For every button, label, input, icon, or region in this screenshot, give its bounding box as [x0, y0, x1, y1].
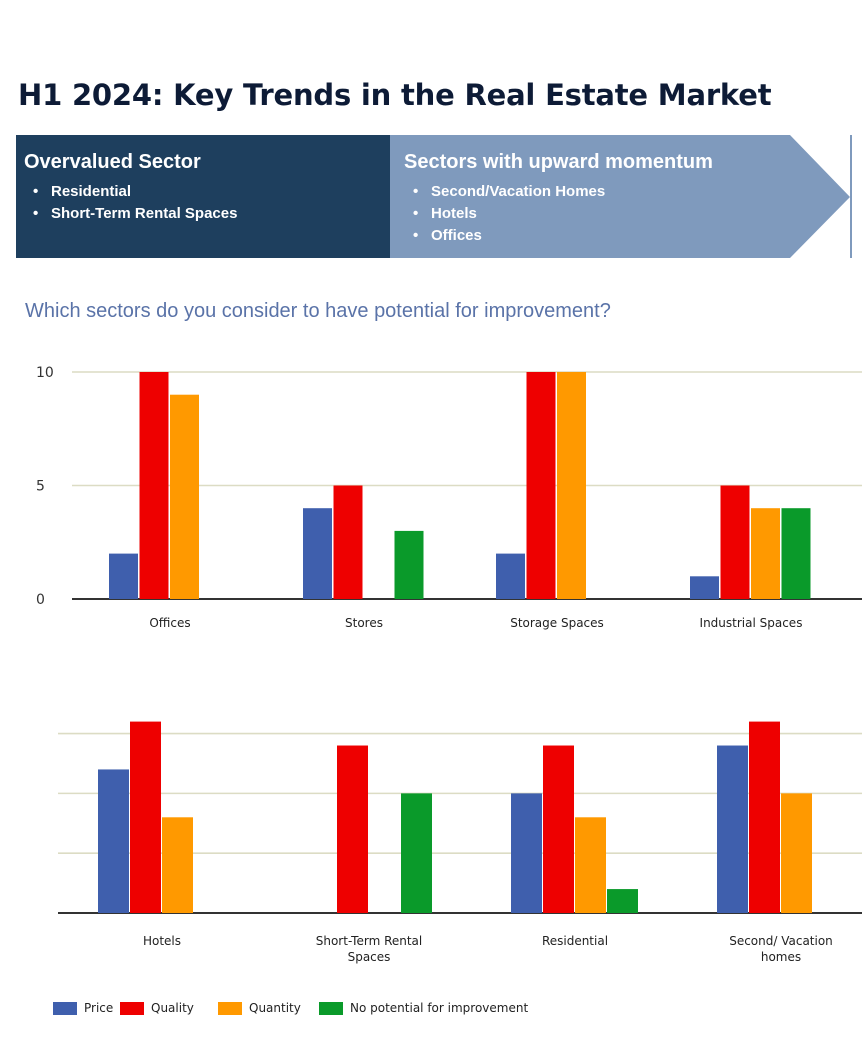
bar-price — [303, 508, 332, 599]
overvalued-title: Overvalued Sector — [24, 151, 201, 173]
overvalued-list: Residential Short-Term Rental Spaces — [24, 181, 384, 225]
overvalued-panel: Overvalued Sector Residential Short-Term… — [24, 151, 384, 225]
x-category-label: Storage Spaces — [510, 616, 604, 630]
overvalued-item: Short-Term Rental Spaces — [24, 203, 384, 225]
x-category-label: Stores — [345, 616, 383, 630]
upward-momentum-panel: Sectors with upward momentum Second/Vaca… — [404, 151, 784, 247]
bar-quality — [130, 721, 161, 913]
legend-item-price: Price — [53, 998, 113, 1018]
x-category-label: Short-Term Rental Spaces — [316, 934, 423, 964]
legend-label: Quality — [151, 1001, 194, 1015]
x-category-label-line: Second/ Vacation — [729, 934, 833, 948]
x-category-label-line: Spaces — [348, 950, 391, 964]
legend-item-no-potential: No potential for improvement — [319, 998, 528, 1018]
bar-quality — [139, 372, 169, 599]
bar-quantity — [170, 394, 199, 599]
bar-price — [717, 745, 748, 913]
bar-no-potential-for-improvement — [781, 508, 811, 599]
upward-momentum-item: Hotels — [404, 203, 784, 225]
legend-label: No potential for improvement — [350, 1001, 529, 1015]
bar-quality — [333, 485, 363, 599]
bar-quality — [337, 745, 368, 913]
x-category-label-line: Short-Term Rental — [316, 934, 423, 948]
bar-quantity — [751, 508, 780, 599]
bar-quantity — [162, 817, 193, 913]
overvalued-item: Residential — [24, 181, 384, 203]
bar-quality — [543, 745, 574, 913]
upward-momentum-title: Sectors with upward momentum — [404, 151, 713, 173]
upward-momentum-list: Second/Vacation Homes Hotels Offices — [404, 181, 784, 247]
bar-quality — [720, 485, 750, 599]
x-category-label: Hotels — [143, 934, 181, 948]
legend-swatch — [319, 1001, 343, 1015]
x-category-label-line: Industrial Spaces — [700, 616, 803, 630]
x-category-label: Residential — [542, 934, 608, 948]
x-category-label: Industrial Spaces — [700, 616, 803, 630]
trend-banner: Overvalued Sector Residential Short-Term… — [16, 135, 852, 258]
bar-price — [98, 769, 129, 913]
x-category-label-line: Storage Spaces — [510, 616, 604, 630]
bar-no-potential-for-improvement — [401, 793, 432, 913]
page-title: H1 2024: Key Trends in the Real Estate M… — [18, 78, 772, 112]
bar-quality — [749, 721, 780, 913]
banner-right-edge — [850, 135, 852, 258]
legend-label: Quantity — [249, 1001, 301, 1015]
x-category-label-line: homes — [761, 950, 801, 964]
legend-label: Price — [84, 1001, 114, 1015]
legend-item-quality: Quality — [120, 998, 194, 1018]
bar-no-potential-for-improvement — [607, 889, 638, 913]
y-tick-label: 0 — [36, 592, 45, 608]
legend-swatch — [218, 1001, 242, 1015]
legend-swatch — [120, 1001, 144, 1015]
x-category-label: Second/ Vacation homes — [729, 934, 833, 964]
x-category-label-line: Offices — [149, 616, 190, 630]
bar-no-potential-for-improvement — [394, 530, 424, 599]
x-category-label-line: Stores — [345, 616, 383, 630]
bar-price — [109, 553, 138, 599]
bar-quality — [526, 372, 556, 599]
bar-price — [511, 793, 542, 913]
bar-price — [496, 553, 525, 599]
x-category-label: Offices — [149, 616, 190, 630]
y-tick-label: 10 — [36, 365, 54, 381]
legend-swatch — [53, 1001, 77, 1015]
charts-area: 0 5 10 Offices Stores Storage Spaces Industria… — [36, 365, 862, 964]
legend-item-quantity: Quantity — [218, 998, 301, 1018]
bar-quantity — [575, 817, 606, 913]
x-category-label-line: Hotels — [143, 934, 181, 948]
y-tick-label: 5 — [36, 479, 45, 495]
x-category-label-line: Residential — [542, 934, 608, 948]
upward-momentum-item: Offices — [404, 225, 784, 247]
bar-quantity — [781, 793, 812, 913]
survey-question: Which sectors do you consider to have po… — [25, 300, 611, 322]
bar-quantity — [557, 372, 586, 599]
upward-momentum-item: Second/Vacation Homes — [404, 181, 784, 203]
bar-price — [690, 576, 719, 599]
